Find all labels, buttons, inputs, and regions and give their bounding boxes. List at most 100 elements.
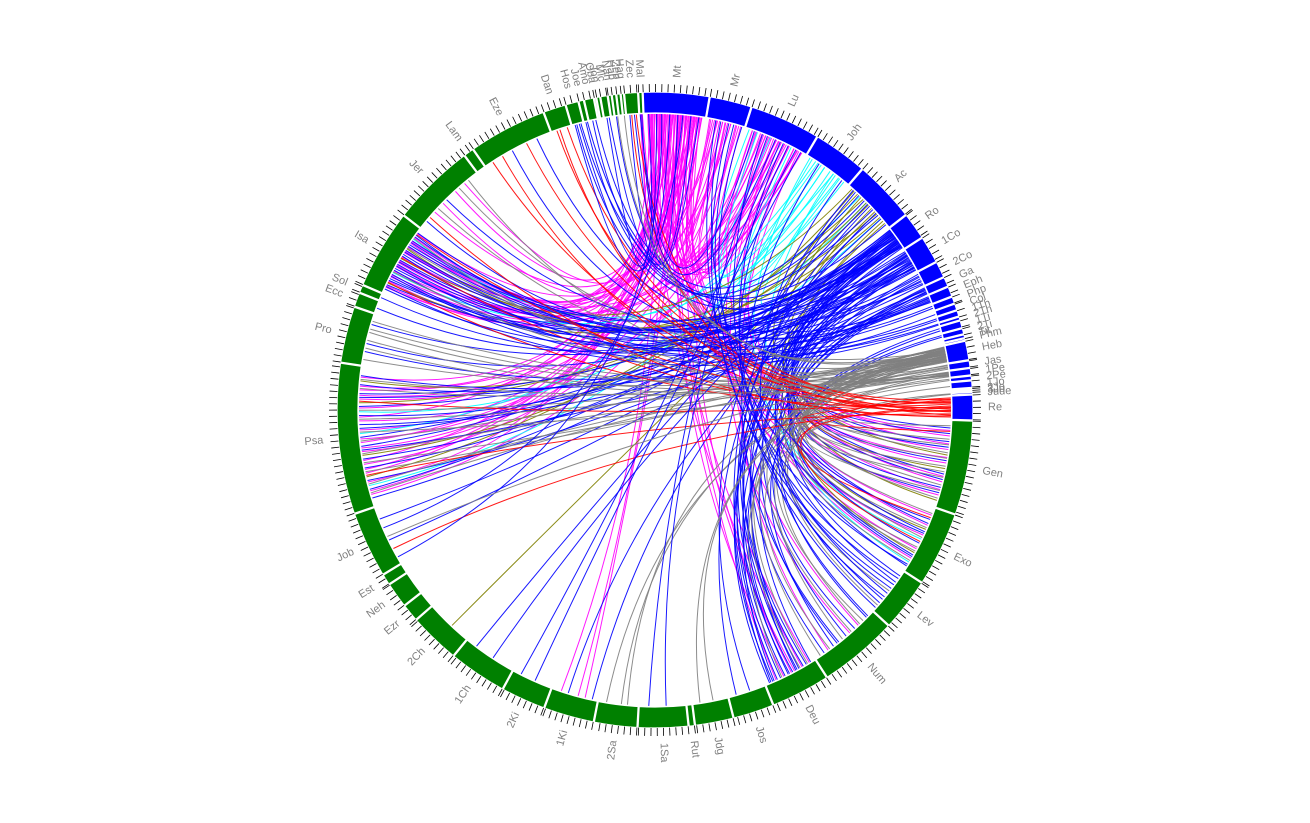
segment-nah xyxy=(607,94,615,117)
segment-tick xyxy=(734,94,737,103)
link-heb-2sa xyxy=(626,352,946,705)
label-exo: Exo xyxy=(952,551,974,570)
segment-tick xyxy=(714,722,717,731)
label-2ti: 2Ti xyxy=(976,318,993,333)
label-lev: Lev xyxy=(914,609,936,630)
segment-tick xyxy=(386,589,394,596)
link-ro-isa xyxy=(394,232,893,334)
segment-tick xyxy=(802,121,808,129)
segment-tick xyxy=(943,543,951,548)
link-mt-lu xyxy=(686,117,799,274)
segment-mal xyxy=(638,91,644,115)
segment-tick xyxy=(925,238,933,244)
segment-1pe xyxy=(948,367,972,378)
link-1co-num xyxy=(776,266,915,618)
segment-tick xyxy=(846,663,853,671)
link-1pe-psa xyxy=(359,373,949,433)
label-joh: Joh xyxy=(844,122,864,143)
segment-tick xyxy=(433,643,440,650)
segment-tick xyxy=(331,371,340,374)
segment-tick xyxy=(610,725,613,734)
segment-tick xyxy=(776,703,781,712)
segment-tick xyxy=(351,291,359,295)
segment-tick xyxy=(937,554,946,559)
label-zec: Zec xyxy=(623,59,636,79)
segment-tick xyxy=(961,324,970,328)
segment-tick xyxy=(749,713,753,722)
link-2pe-gen xyxy=(807,378,950,446)
segment-tick xyxy=(436,167,443,175)
link-re-exo xyxy=(797,405,951,519)
link-1pe-isa xyxy=(407,247,950,380)
link-mt-job xyxy=(397,114,663,558)
segment-tick xyxy=(743,715,747,724)
label-job: Job xyxy=(335,546,356,564)
link-ga-lev xyxy=(789,291,927,577)
ticks-layer xyxy=(328,83,981,736)
segment-tick xyxy=(615,86,618,95)
segment-tick xyxy=(969,359,978,362)
segment-tick xyxy=(875,639,882,646)
segment-tick xyxy=(468,142,474,150)
segment-tick xyxy=(971,374,980,377)
segment-tick xyxy=(772,705,777,713)
segment-tick xyxy=(810,687,815,695)
segment-tick xyxy=(726,719,730,728)
link-re-jer xyxy=(429,217,951,417)
segment-est xyxy=(382,563,408,585)
segment-tick xyxy=(843,147,849,155)
segment-tick xyxy=(763,103,767,112)
segment-tick xyxy=(675,727,677,736)
label-psa: Psa xyxy=(304,434,325,448)
segment-tick xyxy=(460,665,467,673)
segment-tick xyxy=(967,469,976,473)
segment-tick xyxy=(815,684,821,692)
link-ac-amo xyxy=(595,119,860,289)
segment-tick xyxy=(889,189,896,196)
segment-tick xyxy=(528,703,533,711)
segment-tick xyxy=(917,225,925,231)
link-mt-hos xyxy=(574,114,671,272)
segment-lev xyxy=(872,571,923,627)
label-num: Num xyxy=(865,661,889,687)
label-1sa: 1Sa xyxy=(658,743,671,764)
segment-tick xyxy=(956,511,964,516)
segment-tick xyxy=(751,99,755,108)
label-lam: Lam xyxy=(443,119,465,143)
segment-tick xyxy=(476,675,482,684)
segment-tick xyxy=(552,100,557,109)
link-mr-psa xyxy=(359,122,727,401)
segment-tick xyxy=(746,97,750,106)
link-2co-psa xyxy=(359,284,924,429)
link-1co-jer xyxy=(426,220,910,333)
segment-2ki xyxy=(502,670,552,709)
segment-tick xyxy=(883,630,891,637)
segment-tick xyxy=(401,609,409,616)
segment-tick xyxy=(950,289,959,294)
segment-tick xyxy=(943,273,952,278)
segment-tick xyxy=(971,439,980,441)
link-mt-exo xyxy=(685,116,924,536)
link-mt-job xyxy=(383,115,684,529)
link-heb-num xyxy=(774,353,946,640)
segment-tick xyxy=(540,104,545,113)
segment-sol xyxy=(358,284,383,301)
segment-tick xyxy=(963,332,972,336)
link-1co-job xyxy=(379,254,908,520)
segment-tick xyxy=(346,303,355,307)
segment-tick xyxy=(606,87,609,96)
link-1jo-gen xyxy=(800,386,951,478)
segment-tick xyxy=(694,725,696,734)
segment-tick xyxy=(572,717,576,726)
segment-tick xyxy=(831,673,837,682)
label-deu: Deu xyxy=(802,703,822,726)
label-nah: Nah xyxy=(599,60,614,82)
link-lu-isa xyxy=(390,134,765,323)
link-lu-lev xyxy=(738,143,899,580)
segment-tick xyxy=(535,106,540,115)
link-mt-mal xyxy=(640,114,672,269)
segment-tick xyxy=(360,546,369,551)
link-mt-hos xyxy=(578,114,653,267)
segment-tick xyxy=(828,136,834,144)
